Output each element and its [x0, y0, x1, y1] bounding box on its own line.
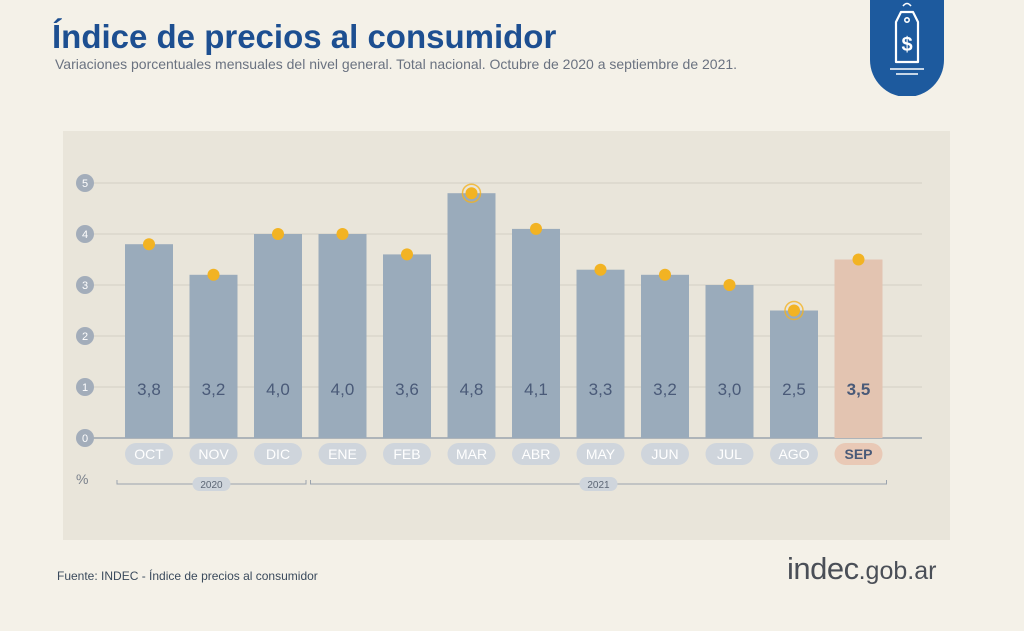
category-pill [834, 443, 883, 465]
point-marker [659, 268, 671, 281]
y-tick-marker [76, 174, 94, 192]
point-marker-halo [461, 183, 482, 203]
y-tick-marker [76, 429, 94, 447]
point-marker [723, 279, 736, 291]
bar [641, 274, 689, 438]
value-label: 3,2 [653, 380, 677, 399]
bar [189, 274, 238, 438]
point-marker [336, 228, 349, 240]
bar [512, 228, 560, 438]
y-tick-label: 5 [82, 178, 88, 190]
value-label: 2,5 [782, 380, 806, 399]
x-tick-label: MAY [586, 446, 616, 462]
value-label: 3,5 [847, 380, 871, 399]
brand-main: indec [787, 551, 859, 586]
svg-text:$: $ [901, 34, 912, 56]
x-tick-label: ABR [522, 446, 551, 462]
x-tick-label: MAR [456, 446, 487, 462]
bar [447, 193, 496, 438]
category-pill [318, 443, 367, 465]
point-marker [530, 222, 542, 235]
x-tick-label: OCT [134, 446, 164, 462]
category-pill [125, 443, 173, 465]
bar [576, 269, 625, 438]
x-tick-label: FEB [393, 446, 420, 462]
point-marker [401, 248, 413, 261]
x-tick-label: JUL [717, 446, 742, 462]
year-pill [192, 477, 231, 491]
x-tick-label: AGO [778, 446, 809, 462]
x-tick-label: SEP [844, 446, 872, 462]
y-tick-marker [76, 327, 94, 345]
point-marker [852, 253, 865, 266]
point-marker [594, 263, 607, 276]
y-tick-marker [76, 276, 94, 294]
y-tick-label: 2 [82, 331, 88, 343]
year-label: 2021 [587, 480, 610, 491]
bar [834, 259, 883, 438]
y-tick-marker [76, 378, 94, 396]
value-label: 3,8 [137, 380, 161, 399]
page-subtitle: Variaciones porcentuales mensuales del n… [55, 56, 738, 72]
brand-logo: indec.gob.ar [787, 551, 936, 587]
bar [318, 234, 367, 438]
x-tick-label: DIC [266, 446, 290, 462]
category-pill [512, 443, 560, 465]
value-label: 3,2 [202, 380, 226, 399]
bar [770, 310, 818, 438]
y-tick-label: 1 [82, 382, 88, 394]
category-pill [705, 443, 754, 465]
y-tick-label: 3 [82, 280, 88, 292]
value-label: 3,3 [589, 380, 613, 399]
point-marker [143, 238, 155, 251]
point-marker [272, 228, 284, 240]
brand-suffix: .gob.ar [858, 557, 937, 585]
point-marker [788, 304, 800, 317]
y-axis-label: % [76, 471, 88, 487]
category-pill [641, 443, 689, 465]
y-tick-label: 4 [82, 229, 88, 241]
source-note: Fuente: INDEC - Índice de precios al con… [57, 569, 318, 583]
y-tick-label: 0 [82, 433, 88, 445]
x-tick-label: NOV [198, 446, 229, 462]
category-pill [447, 443, 496, 465]
bar [383, 254, 431, 438]
bar [705, 285, 754, 438]
category-pill [189, 443, 238, 465]
x-tick-label: ENE [328, 446, 357, 462]
point-marker [207, 268, 220, 281]
year-pill [579, 477, 618, 491]
year-label: 2020 [200, 480, 223, 491]
price-tag-dollar-icon: $ [870, 0, 944, 96]
category-pill [383, 443, 431, 465]
value-label: 4,8 [460, 380, 484, 399]
value-label: 4,0 [331, 380, 355, 399]
value-label: 3,6 [395, 380, 419, 399]
bar [125, 244, 173, 438]
page-title: Índice de precios al consumidor [52, 18, 557, 55]
value-label: 3,0 [718, 380, 742, 399]
point-marker-halo [784, 300, 804, 321]
x-tick-label: JUN [651, 446, 678, 462]
value-label: 4,1 [524, 380, 548, 399]
category-pill [770, 443, 818, 465]
category-pill [254, 443, 302, 465]
category-pill [576, 443, 625, 465]
y-tick-marker [76, 225, 94, 243]
bar [254, 234, 302, 438]
value-label: 4,0 [266, 380, 290, 399]
point-marker [465, 187, 478, 200]
